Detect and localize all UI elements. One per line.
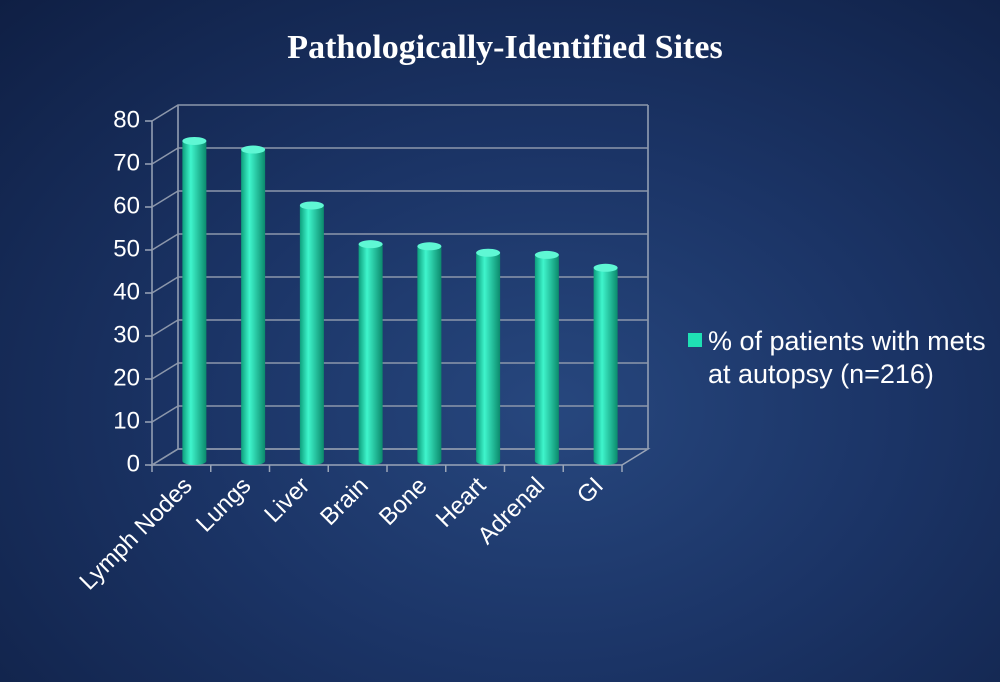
grid-line — [151, 276, 648, 294]
x-tick-label: Lungs — [191, 472, 256, 537]
legend-label: % of patients with mets at autopsy (n=21… — [708, 326, 986, 389]
bar-top — [417, 242, 442, 251]
bar — [241, 149, 266, 466]
grid-line — [151, 233, 648, 251]
bar — [182, 140, 207, 465]
x-tick-label: GI — [572, 472, 609, 509]
x-tick-label: Adrenal — [473, 472, 551, 550]
grid-line — [151, 104, 648, 122]
floor — [149, 448, 651, 466]
legend-swatch — [688, 333, 702, 347]
bar — [476, 252, 501, 465]
grid-line — [151, 362, 648, 380]
bar-top — [593, 263, 618, 272]
bar-top — [182, 136, 207, 145]
y-tick-label: 10 — [113, 407, 140, 434]
bar-top — [534, 250, 559, 259]
grid-line — [151, 147, 648, 165]
y-tick-label: 80 — [113, 106, 140, 133]
x-tick-label: Brain — [315, 472, 374, 531]
x-tick-label: Liver — [259, 472, 315, 528]
grid-line — [151, 190, 648, 208]
bar — [358, 244, 383, 465]
bar — [534, 254, 559, 465]
bar-top — [241, 145, 266, 154]
legend: % of patients with mets at autopsy (n=21… — [688, 325, 988, 391]
bar — [593, 267, 618, 465]
bar — [299, 205, 324, 465]
grid-line — [151, 319, 648, 337]
y-tick-label: 40 — [113, 278, 140, 305]
bar-top — [476, 248, 501, 257]
y-tick-label: 60 — [113, 192, 140, 219]
y-tick-label: 70 — [113, 149, 140, 176]
y-tick-label: 50 — [113, 235, 140, 262]
grid-line — [151, 448, 648, 466]
x-tick-label: Bone — [374, 472, 433, 531]
x-tick-label: Lymph Nodes — [74, 472, 197, 595]
y-tick-label: 0 — [127, 450, 140, 477]
bar-top — [299, 201, 324, 210]
y-tick-label: 20 — [113, 364, 140, 391]
bar — [417, 246, 442, 465]
chart-title: Pathologically-Identified Sites — [287, 29, 722, 66]
grid-line — [151, 405, 648, 423]
y-tick-label: 30 — [113, 321, 140, 348]
bar-top — [358, 240, 383, 249]
